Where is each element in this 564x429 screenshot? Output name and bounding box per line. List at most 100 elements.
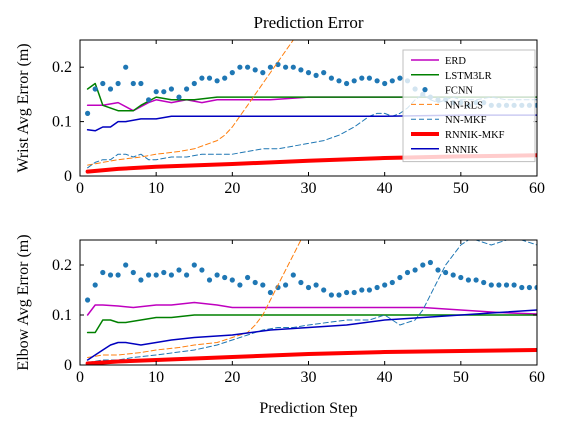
legend-entry-label: NN-RLS [445, 100, 483, 111]
data-point-fcnn [298, 279, 304, 286]
data-point-fcnn [252, 67, 258, 73]
data-point-fcnn [404, 269, 411, 276]
data-point-fcnn [245, 64, 251, 70]
series-fcnn [85, 259, 537, 303]
data-point-fcnn [214, 272, 220, 278]
data-point-fcnn [389, 279, 395, 286]
series-line-nn-rls [87, 240, 302, 358]
data-point-fcnn [260, 70, 266, 76]
data-point-fcnn [176, 267, 182, 273]
legend-entry-label: RNNIK-MKF [445, 130, 505, 141]
data-point-fcnn [503, 282, 510, 288]
data-point-fcnn [138, 80, 144, 87]
x-axis-label: Prediction Step [259, 400, 357, 417]
data-point-fcnn [351, 78, 357, 84]
data-point-fcnn [481, 279, 487, 286]
data-point-fcnn [534, 284, 537, 291]
data-point-fcnn [267, 289, 273, 296]
data-point-fcnn [290, 64, 296, 70]
data-point-fcnn [298, 67, 304, 73]
data-point-fcnn [260, 282, 266, 288]
data-point-fcnn [237, 64, 243, 70]
data-point-fcnn [168, 86, 174, 92]
data-point-fcnn [199, 267, 205, 273]
data-point-fcnn [435, 267, 441, 273]
y-tick-label: 0.2 [52, 59, 72, 76]
data-point-fcnn [191, 80, 197, 87]
data-point-fcnn [168, 272, 174, 278]
data-point-fcnn [85, 110, 91, 116]
data-point-fcnn [100, 269, 106, 276]
data-point-fcnn [161, 269, 167, 276]
data-point-fcnn [511, 282, 517, 288]
series-line-rnnik [86, 114, 537, 132]
data-point-fcnn [321, 287, 327, 293]
series-group [85, 40, 537, 174]
data-point-fcnn [344, 289, 350, 296]
data-point-fcnn [465, 277, 471, 283]
x-tick-label: 30 [301, 180, 317, 197]
data-point-fcnn [275, 284, 281, 291]
legend-entry-label: NN-MKF [445, 115, 487, 126]
x-tick-label: 50 [453, 180, 469, 197]
chart-panel-2: 0 10 20 30 40 50 60 0 0.1 0.2 Prediction Step Elbow… [15, 234, 545, 417]
x-tick-label: 30 [301, 369, 317, 386]
data-point-fcnn [389, 78, 395, 84]
series-line-nn-rls [87, 40, 294, 166]
data-point-fcnn [290, 272, 296, 278]
legend-entry-label: FCNN [445, 86, 473, 97]
data-point-fcnn [283, 282, 289, 288]
data-point-fcnn [267, 64, 273, 70]
data-point-fcnn [107, 272, 114, 278]
data-point-fcnn [351, 289, 357, 296]
data-point-fcnn [366, 287, 372, 293]
data-point-fcnn [123, 262, 129, 268]
data-point-fcnn [397, 75, 403, 81]
data-point-fcnn [359, 75, 365, 81]
data-point-fcnn [92, 86, 98, 92]
data-point-fcnn [283, 64, 289, 70]
y-tick-label: 0 [64, 357, 72, 374]
data-point-fcnn [214, 78, 220, 84]
data-point-fcnn [374, 284, 380, 291]
x-tick-label: 60 [529, 180, 545, 197]
data-point-fcnn [458, 274, 464, 281]
x-tick-label: 20 [224, 369, 240, 386]
data-point-fcnn [184, 86, 190, 92]
x-tick-label: 0 [76, 180, 84, 197]
data-point-fcnn [412, 267, 418, 273]
legend: ERD LSTM3LR FCNN NN-RLS NN-MKF RNNIK-MKF RNNIK [402, 49, 536, 163]
data-point-fcnn [191, 262, 197, 268]
data-point-fcnn [321, 70, 327, 76]
data-point-fcnn [496, 282, 502, 288]
data-point-fcnn [252, 279, 258, 286]
y-tick-label: 0 [64, 168, 72, 185]
data-point-fcnn [397, 274, 403, 281]
data-point-fcnn [245, 274, 251, 281]
data-point-fcnn [374, 78, 380, 84]
series-line-erd [86, 301, 537, 316]
data-point-fcnn [146, 272, 152, 278]
data-point-fcnn [305, 284, 312, 291]
series-line-rnnik [86, 309, 537, 361]
data-point-fcnn [229, 277, 235, 283]
data-point-fcnn [427, 259, 433, 266]
data-point-fcnn [153, 89, 159, 95]
data-point-fcnn [115, 272, 121, 278]
data-point-fcnn [153, 272, 159, 278]
series-line-rnnik-mkf [85, 348, 537, 365]
data-point-fcnn [130, 80, 136, 87]
chart-panel-1: 0 10 20 30 40 50 60 0 0.1 0.2 Prediction Error Wris… [15, 13, 545, 197]
data-point-fcnn [222, 274, 228, 281]
legend-entry-label: ERD [445, 56, 466, 67]
data-point-fcnn [420, 262, 426, 268]
data-point-fcnn [313, 282, 319, 288]
data-point-fcnn [443, 269, 449, 276]
data-point-fcnn [382, 282, 388, 288]
legend-entry-label: RNNIK [445, 145, 479, 156]
data-point-fcnn [184, 272, 190, 278]
series-group [85, 240, 537, 365]
x-tick-label: 10 [148, 180, 164, 197]
data-point-fcnn [473, 277, 479, 283]
data-point-fcnn [206, 75, 213, 81]
